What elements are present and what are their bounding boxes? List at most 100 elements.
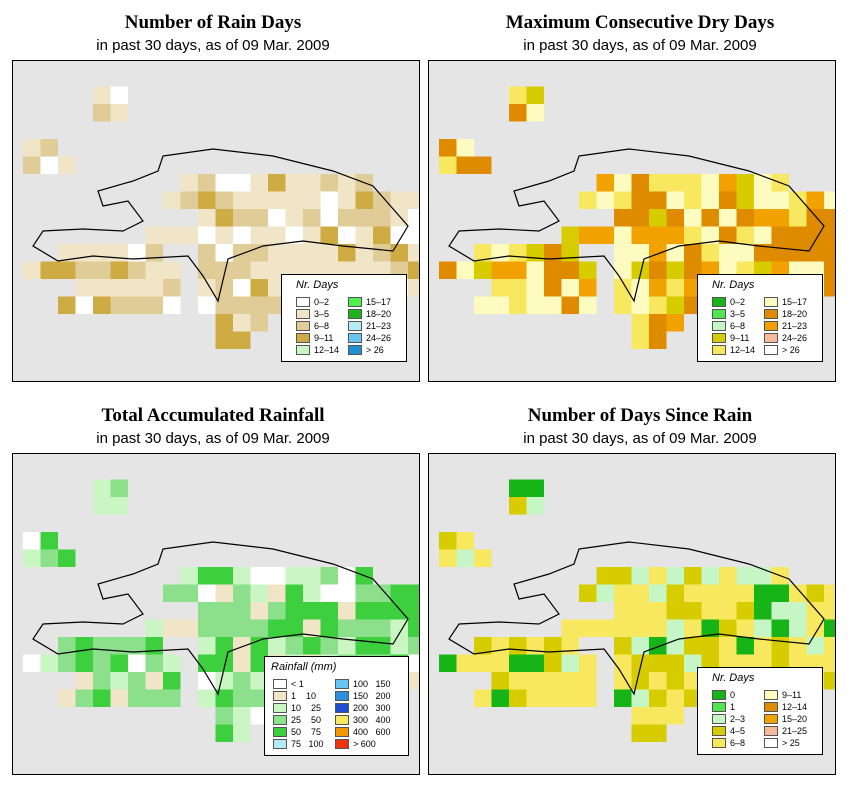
grid-cell xyxy=(408,637,419,655)
legend-swatch xyxy=(712,309,726,319)
grid-cell xyxy=(320,619,338,637)
grid-cell xyxy=(285,602,303,620)
grid-cell xyxy=(806,602,824,620)
grid-cell xyxy=(110,104,128,122)
legend-label: 15–17 xyxy=(782,297,808,307)
grid-cell xyxy=(491,654,509,672)
grid-cell xyxy=(268,226,286,244)
grid-cell xyxy=(439,532,457,550)
grid-cell xyxy=(666,244,684,262)
grid-cell xyxy=(666,226,684,244)
legend-label: 9–11 xyxy=(314,333,334,343)
grid-cell xyxy=(233,637,251,655)
grid-cell xyxy=(75,279,93,297)
grid-cell xyxy=(684,619,702,637)
grid-cell xyxy=(390,602,408,620)
grid-cell xyxy=(40,654,58,672)
grid-cell xyxy=(736,619,754,637)
coastline xyxy=(448,148,825,303)
grid-cell xyxy=(771,226,789,244)
grid-cell xyxy=(631,244,649,262)
grid-cell xyxy=(491,261,509,279)
grid-cell xyxy=(75,672,93,690)
grid-cell xyxy=(373,244,391,262)
legend-label: 12–14 xyxy=(782,702,808,712)
grid-cell xyxy=(614,619,632,637)
legend-swatch xyxy=(296,345,310,355)
grid-cell xyxy=(163,619,181,637)
grid-cell xyxy=(824,261,835,279)
legend-swatch xyxy=(273,715,287,725)
grid-cell xyxy=(320,567,338,585)
grid-cell xyxy=(649,261,667,279)
grid-cell xyxy=(509,689,527,707)
legend: Nr. Days 0–2 3–5 6–8 9–11 12–14 15–17 18–20 21–… xyxy=(697,274,823,362)
grid-cell xyxy=(614,602,632,620)
grid-cell xyxy=(649,331,667,349)
grid-cell xyxy=(579,672,597,690)
grid-cell xyxy=(250,602,268,620)
grid-cell xyxy=(579,226,597,244)
grid-cell xyxy=(198,672,216,690)
legend-title: Nr. Days xyxy=(712,279,755,291)
grid-cell xyxy=(719,637,737,655)
grid-cell xyxy=(474,549,492,567)
grid-cell xyxy=(526,104,544,122)
grid-cell xyxy=(789,619,807,637)
grid-cell xyxy=(198,602,216,620)
grid-cell xyxy=(215,602,233,620)
grid-cell xyxy=(285,567,303,585)
panel-title: Number of Days Since Rain xyxy=(527,405,753,426)
grid-cell xyxy=(754,244,772,262)
grid-cell xyxy=(806,637,824,655)
grid-cell xyxy=(110,654,128,672)
grid-cell xyxy=(456,549,474,567)
grid-cell xyxy=(180,619,198,637)
grid-cell xyxy=(649,637,667,655)
grid-cell xyxy=(649,654,667,672)
grid-cell xyxy=(408,279,419,297)
grid-cell xyxy=(719,567,737,585)
grid-cell xyxy=(509,672,527,690)
grid-cell xyxy=(215,584,233,602)
legend-swatch xyxy=(335,727,349,737)
grid-cell xyxy=(596,174,614,192)
grid-cell xyxy=(649,619,667,637)
legend-swatch xyxy=(712,345,726,355)
grid-cell xyxy=(408,672,419,690)
grid-cell xyxy=(684,226,702,244)
grid-cell xyxy=(110,479,128,497)
grid-cell xyxy=(163,654,181,672)
grid-cell xyxy=(684,244,702,262)
legend-label: 10 25 xyxy=(291,703,322,713)
grid-cell xyxy=(474,654,492,672)
grid-cell xyxy=(198,654,216,672)
grid-cell xyxy=(631,619,649,637)
grid-cell xyxy=(268,191,286,209)
grid-cell xyxy=(233,724,251,742)
grid-cell xyxy=(373,226,391,244)
grid-cell xyxy=(285,209,303,227)
legend-label: 15–20 xyxy=(782,714,808,724)
grid-cell xyxy=(250,244,268,262)
grid-cell xyxy=(303,619,321,637)
grid-cell xyxy=(649,226,667,244)
grid-cell xyxy=(75,261,93,279)
grid-cell xyxy=(544,279,562,297)
legend-swatch xyxy=(712,690,726,700)
grid-cell xyxy=(614,191,632,209)
grid-cell xyxy=(649,279,667,297)
grid-cell xyxy=(268,244,286,262)
grid-cell xyxy=(198,279,216,297)
grid-cell xyxy=(320,637,338,655)
grid-cell xyxy=(631,191,649,209)
grid-cell xyxy=(110,296,128,314)
grid-cell xyxy=(824,637,835,655)
grid-cell xyxy=(93,689,111,707)
legend-swatch xyxy=(764,321,778,331)
legend-label: 1 xyxy=(730,702,736,712)
grid-cell xyxy=(649,244,667,262)
legend-swatch xyxy=(296,297,310,307)
grid-cell xyxy=(719,619,737,637)
grid-cell xyxy=(303,637,321,655)
